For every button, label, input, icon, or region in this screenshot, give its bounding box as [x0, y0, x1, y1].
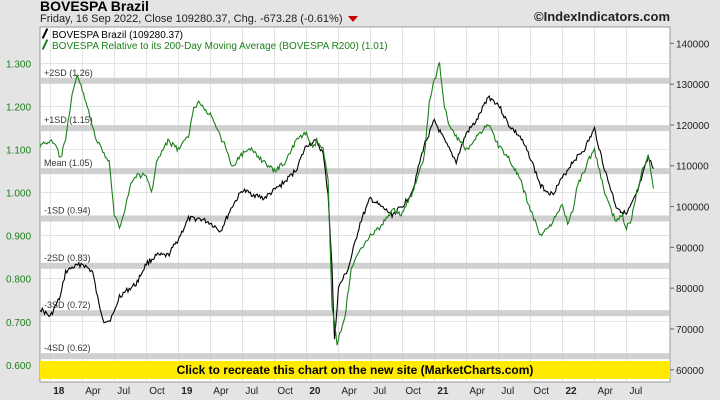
- x-tick-label: Oct: [533, 386, 549, 397]
- sd-band: [40, 262, 670, 269]
- y-left-tick-label: 0.600: [6, 361, 31, 372]
- legend-label: BOVESPA Brazil (109280.37): [52, 30, 183, 41]
- sd-band: [40, 168, 670, 175]
- x-tick-label: Oct: [277, 386, 293, 397]
- line-swatch-icon: [42, 29, 48, 38]
- x-tick-label: 21: [437, 386, 449, 397]
- sd-band-label: -4SD (0.62): [44, 343, 91, 353]
- y-left-tick-label: 1.200: [6, 103, 31, 114]
- x-tick-label: 18: [53, 386, 65, 397]
- sd-band: [40, 125, 670, 132]
- chart-subtitle: Friday, 16 Sep 2022, Close 109280.37, Ch…: [40, 13, 359, 25]
- x-tick-label: Jul: [373, 386, 386, 397]
- x-tick-label: Jul: [629, 386, 642, 397]
- y-right-tick-label: 130000: [676, 80, 710, 91]
- y-right-tick-label: 140000: [676, 39, 710, 50]
- chart-title: BOVESPA Brazil: [40, 0, 149, 14]
- y-right-tick-label: 100000: [676, 203, 710, 214]
- x-tick-label: Apr: [85, 386, 101, 397]
- down-arrow-icon: [348, 16, 359, 23]
- sd-band-label: -1SD (0.94): [44, 205, 91, 215]
- y-left-tick-label: 0.900: [6, 232, 31, 243]
- legend-label: BOVESPA Relative to its 200-Day Moving A…: [52, 41, 388, 52]
- x-tick-label: Apr: [213, 386, 229, 397]
- site-credit: ©IndexIndicators.com: [534, 9, 670, 24]
- y-left-tick-label: 1.000: [6, 189, 31, 200]
- series-line-r200: [39, 62, 654, 346]
- y-right-tick-label: 110000: [676, 162, 709, 173]
- sd-band-label: +2SD (1.26): [44, 68, 93, 78]
- x-tick-label: 20: [309, 386, 321, 397]
- line-swatch-icon: [42, 40, 48, 49]
- series-layer: [39, 62, 654, 346]
- subtitle-text: Friday, 16 Sep 2022, Close 109280.37, Ch…: [40, 13, 343, 25]
- sd-band-label: -2SD (0.83): [44, 253, 91, 263]
- recreate-chart-link[interactable]: Click to recreate this chart on the new …: [40, 361, 670, 379]
- sd-band: [40, 353, 670, 360]
- y-left-tick-label: 0.700: [6, 318, 31, 329]
- sd-band-label: -3SD (0.72): [44, 300, 91, 310]
- sd-band-label: Mean (1.05): [44, 158, 93, 168]
- axis-layer: 18 Apr Jul Oct 19 Apr Jul Oct 20 Apr Jul Oct 21 Apr Ju…: [6, 39, 710, 397]
- x-tick-label: Jul: [501, 386, 514, 397]
- x-tick-label: 19: [181, 386, 193, 397]
- sd-band: [40, 215, 670, 222]
- x-tick-label: Apr: [597, 386, 613, 397]
- y-left-tick-label: 1.100: [6, 146, 31, 157]
- x-tick-label: Jul: [245, 386, 258, 397]
- y-right-tick-label: 120000: [676, 121, 710, 132]
- series-line-bovespa: [39, 95, 654, 340]
- x-tick-label: 22: [565, 386, 577, 397]
- x-tick-label: Apr: [469, 386, 485, 397]
- y-left-tick-label: 0.800: [6, 275, 31, 286]
- y-right-tick-label: 90000: [676, 243, 704, 254]
- plot-area: [39, 26, 671, 383]
- y-right-tick-label: 60000: [676, 366, 704, 377]
- sd-band: [40, 310, 670, 317]
- sd-band: [40, 77, 670, 84]
- x-tick-label: Apr: [341, 386, 357, 397]
- y-right-tick-label: 70000: [676, 325, 704, 336]
- legend-entry-r200: BOVESPA Relative to its 200-Day Moving A…: [42, 40, 388, 52]
- y-right-tick-label: 80000: [676, 284, 704, 295]
- x-tick-label: Oct: [405, 386, 421, 397]
- x-tick-label: Jul: [117, 386, 130, 397]
- x-tick-label: Oct: [149, 386, 165, 397]
- y-left-tick-label: 1.300: [6, 60, 31, 71]
- legend-entry-bovespa: BOVESPA Brazil (109280.37): [42, 29, 183, 41]
